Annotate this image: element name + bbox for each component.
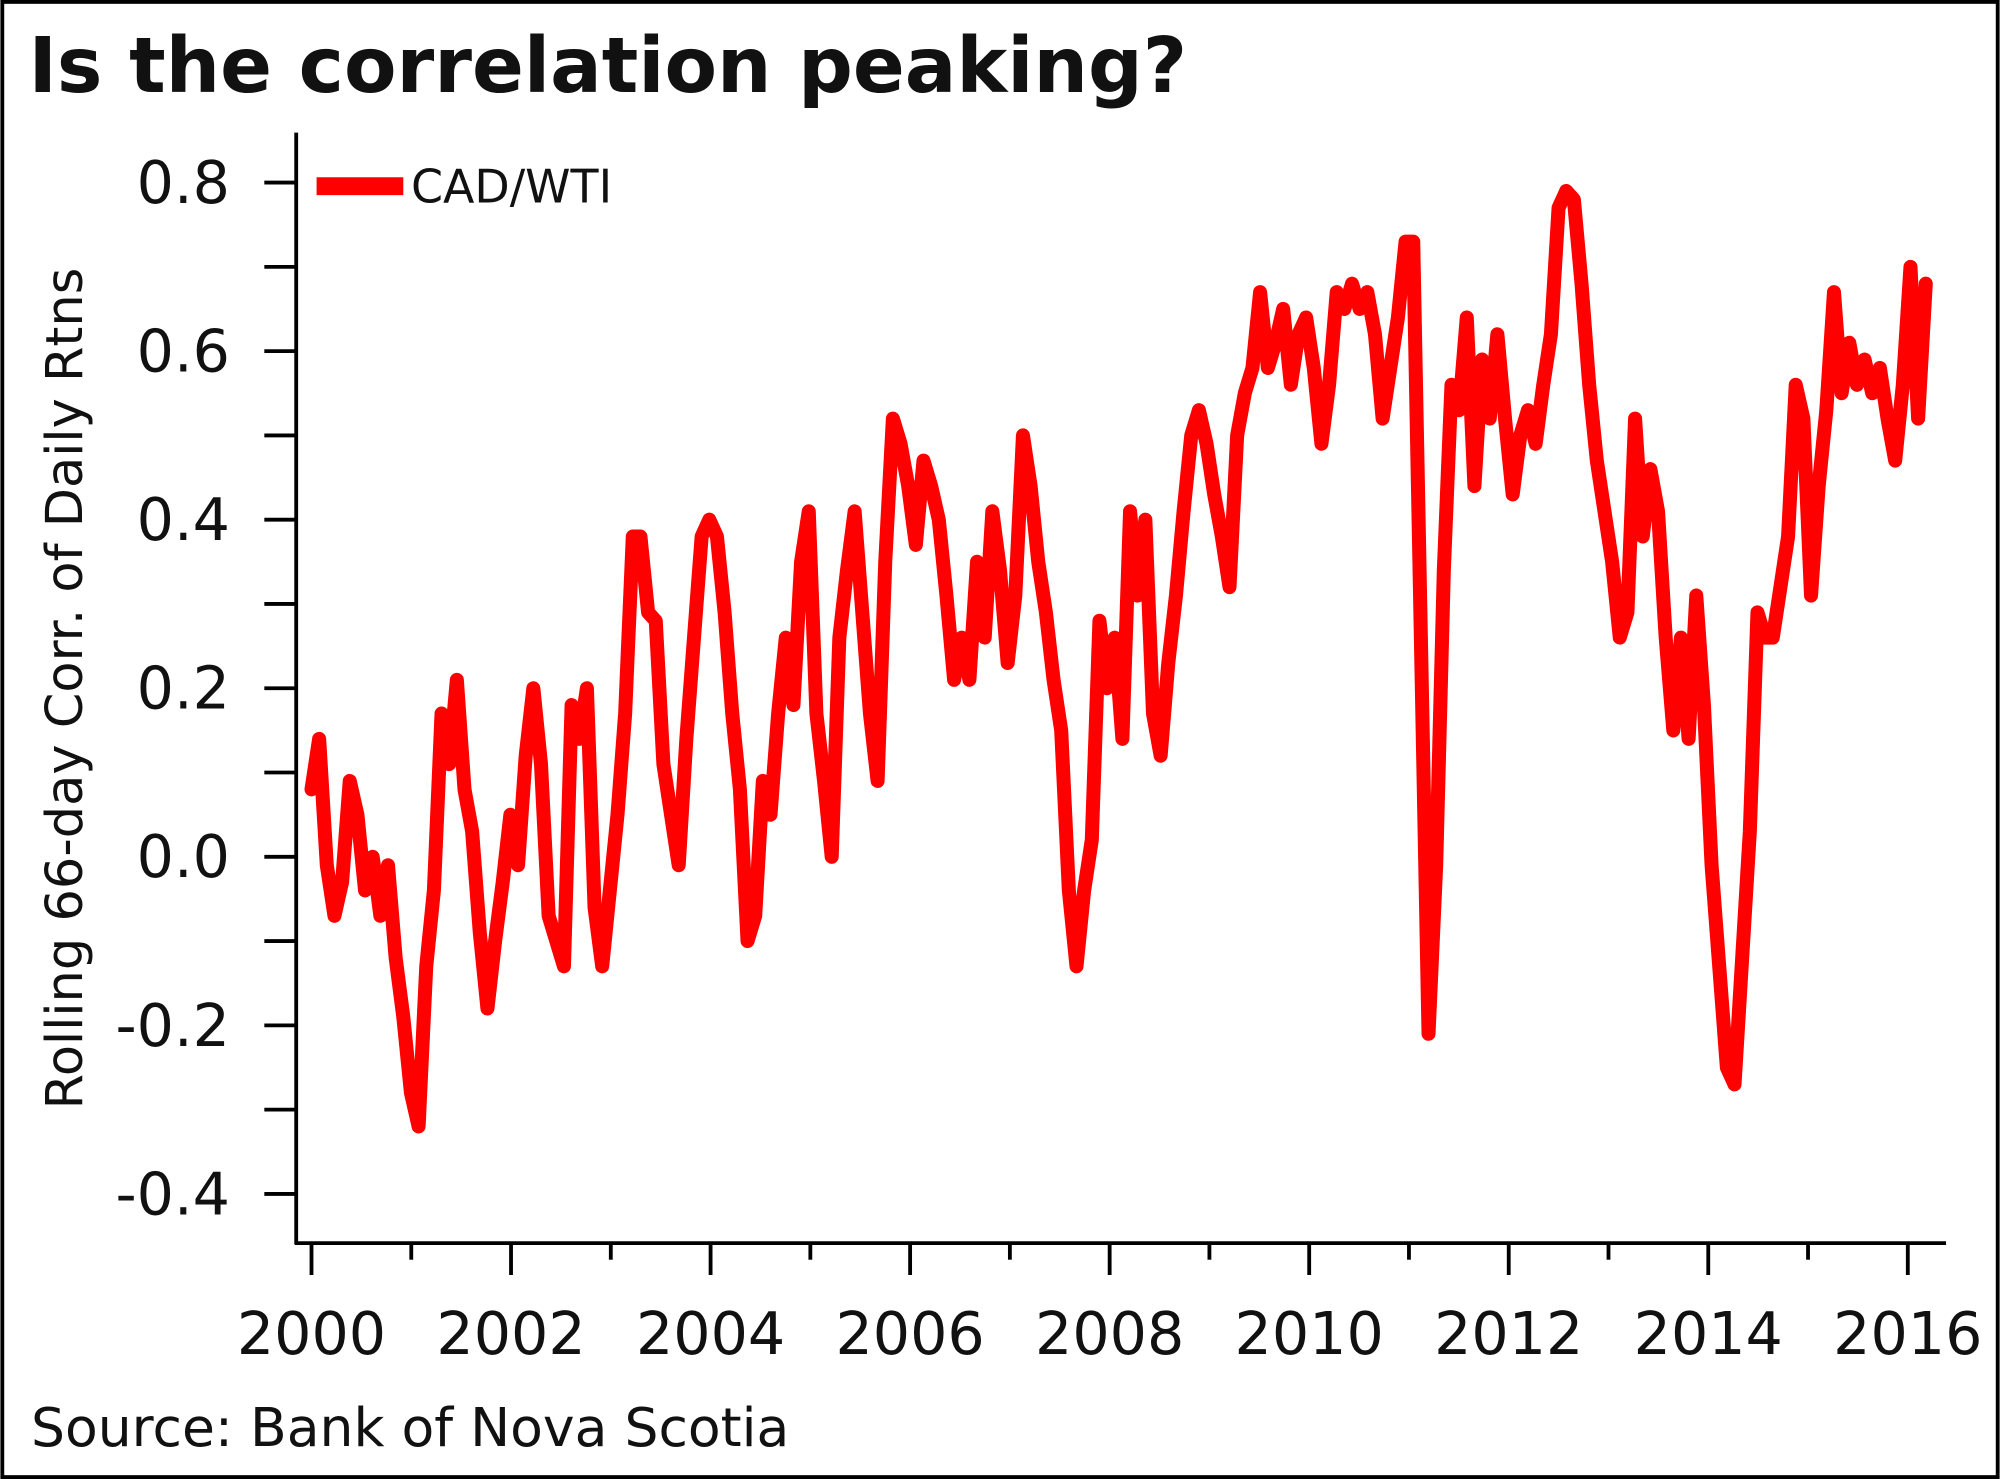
x-tick-label: 2012	[1434, 1300, 1583, 1368]
series-cad-wti	[304, 183, 1933, 1134]
y-ticks: 0.8 0.6 0.4 0.2 0.0 -0.2 -0.4	[115, 149, 297, 1228]
x-tick-label: 2010	[1235, 1300, 1384, 1368]
x-tick-label: 2000	[237, 1300, 386, 1368]
x-ticks: 2000 2002 2004 2006 2008 2010 2012 2014 2016	[237, 1243, 1982, 1368]
x-tick-label: 2004	[636, 1300, 785, 1368]
x-tick-label: 2016	[1833, 1300, 1982, 1368]
x-tick-label: 2006	[835, 1300, 984, 1368]
legend-label: CAD/WTI	[411, 160, 612, 214]
x-tick-label: 2008	[1035, 1300, 1184, 1368]
y-tick-label: -0.4	[115, 1160, 229, 1228]
x-tick-label: 2014	[1634, 1300, 1783, 1368]
y-tick-label: 0.4	[137, 486, 230, 554]
source-note: Source: Bank of Nova Scotia	[31, 1396, 789, 1459]
y-tick-label: 0.0	[137, 823, 230, 891]
y-tick-label: -0.2	[115, 992, 229, 1060]
x-tick-label: 2002	[436, 1300, 585, 1368]
y-tick-label: 0.2	[137, 655, 230, 723]
y-tick-label: 0.6	[137, 318, 230, 386]
y-axis-label: Rolling 66-day Corr. of Daily Rtns	[36, 268, 95, 1110]
chart-title: Is the correlation peaking?	[28, 22, 1187, 111]
axes	[294, 132, 1947, 1246]
series-line-cad-wti	[304, 183, 1933, 1134]
legend: CAD/WTI	[316, 160, 612, 214]
y-tick-label: 0.8	[137, 149, 230, 217]
